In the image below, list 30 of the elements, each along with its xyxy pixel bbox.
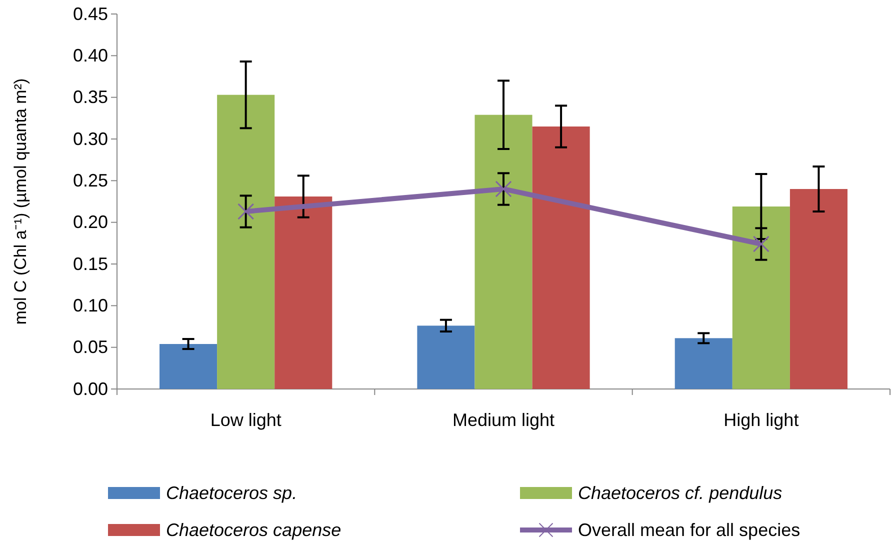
bar xyxy=(274,196,332,389)
point xyxy=(238,203,254,220)
y-axis-title: mol C (Chl a⁻¹) (µmol quanta m²) xyxy=(11,78,30,325)
y-tick-label: 0.25 xyxy=(72,170,108,190)
legend-label: Chaetoceros cf. pendulus xyxy=(578,483,782,503)
x-tick-label: Low light xyxy=(210,410,282,430)
legend-label: Chaetoceros sp. xyxy=(166,483,298,503)
bar xyxy=(732,206,790,389)
bar xyxy=(160,344,218,389)
y-tick-label: 0.35 xyxy=(72,87,108,108)
bar xyxy=(532,126,590,389)
bar xyxy=(417,326,475,389)
point xyxy=(752,236,770,252)
bar xyxy=(474,114,532,389)
bar xyxy=(217,94,275,389)
y-tick-label: 0.10 xyxy=(72,295,108,316)
y-tick-label: 0.30 xyxy=(72,128,108,149)
y-tick-label: 0.45 xyxy=(72,4,108,24)
point xyxy=(495,180,512,198)
y-tick-label: 0.15 xyxy=(72,254,108,274)
x-tick-label: High light xyxy=(724,410,799,430)
bar xyxy=(790,189,848,389)
bar xyxy=(674,338,732,389)
y-tick-label: 0.05 xyxy=(72,337,108,358)
y-tick-label: 0.40 xyxy=(72,45,108,66)
y-tick-label: 0.20 xyxy=(72,212,108,232)
y-tick-label: 0.00 xyxy=(72,378,108,399)
legend-label: Overall mean for all species xyxy=(578,520,800,540)
x-tick-label: Medium light xyxy=(452,410,555,430)
legend-label: Chaetoceros capense xyxy=(166,520,342,540)
